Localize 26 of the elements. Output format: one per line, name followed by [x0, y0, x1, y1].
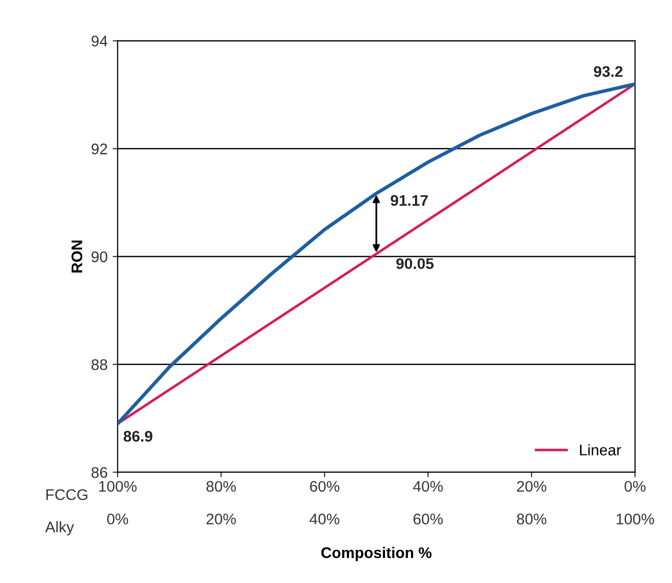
x2-tick-label: 80%: [206, 480, 236, 492]
y-tick-label: 90: [92, 251, 108, 262]
y-axis-title: RON: [71, 240, 82, 272]
legend-label: Linear: [580, 444, 622, 456]
annotation: 86.9: [124, 430, 152, 442]
text: Alky: [45, 521, 74, 536]
annotation: 90.05: [396, 258, 434, 270]
x2-tick-label: 40%: [413, 480, 443, 492]
x2-tick-label: 60%: [310, 480, 340, 492]
text: FCCG: [46, 489, 88, 500]
x-tick-label: 80%: [516, 514, 546, 524]
x-tick-label: 60%: [414, 514, 443, 524]
annotation: 93.2: [594, 66, 622, 77]
y-tick-label: 94: [92, 36, 108, 46]
x-tick-label: 20%: [206, 514, 236, 524]
y-tick-label: 88: [92, 359, 108, 370]
x-axis-title: Composition %: [321, 546, 432, 562]
x-tick-label: 40%: [310, 514, 340, 524]
x-tick-label: 100%: [616, 514, 654, 524]
y-tick-label: 92: [92, 144, 108, 154]
x2-tick-label: 100%: [99, 480, 137, 492]
x2-tick-label: 20%: [517, 480, 546, 492]
annotation: 91.17: [390, 195, 428, 206]
x-tick-label: 0%: [107, 514, 128, 524]
y-tick-label: 86: [92, 467, 108, 478]
x2-tick-label: 0%: [624, 480, 646, 492]
